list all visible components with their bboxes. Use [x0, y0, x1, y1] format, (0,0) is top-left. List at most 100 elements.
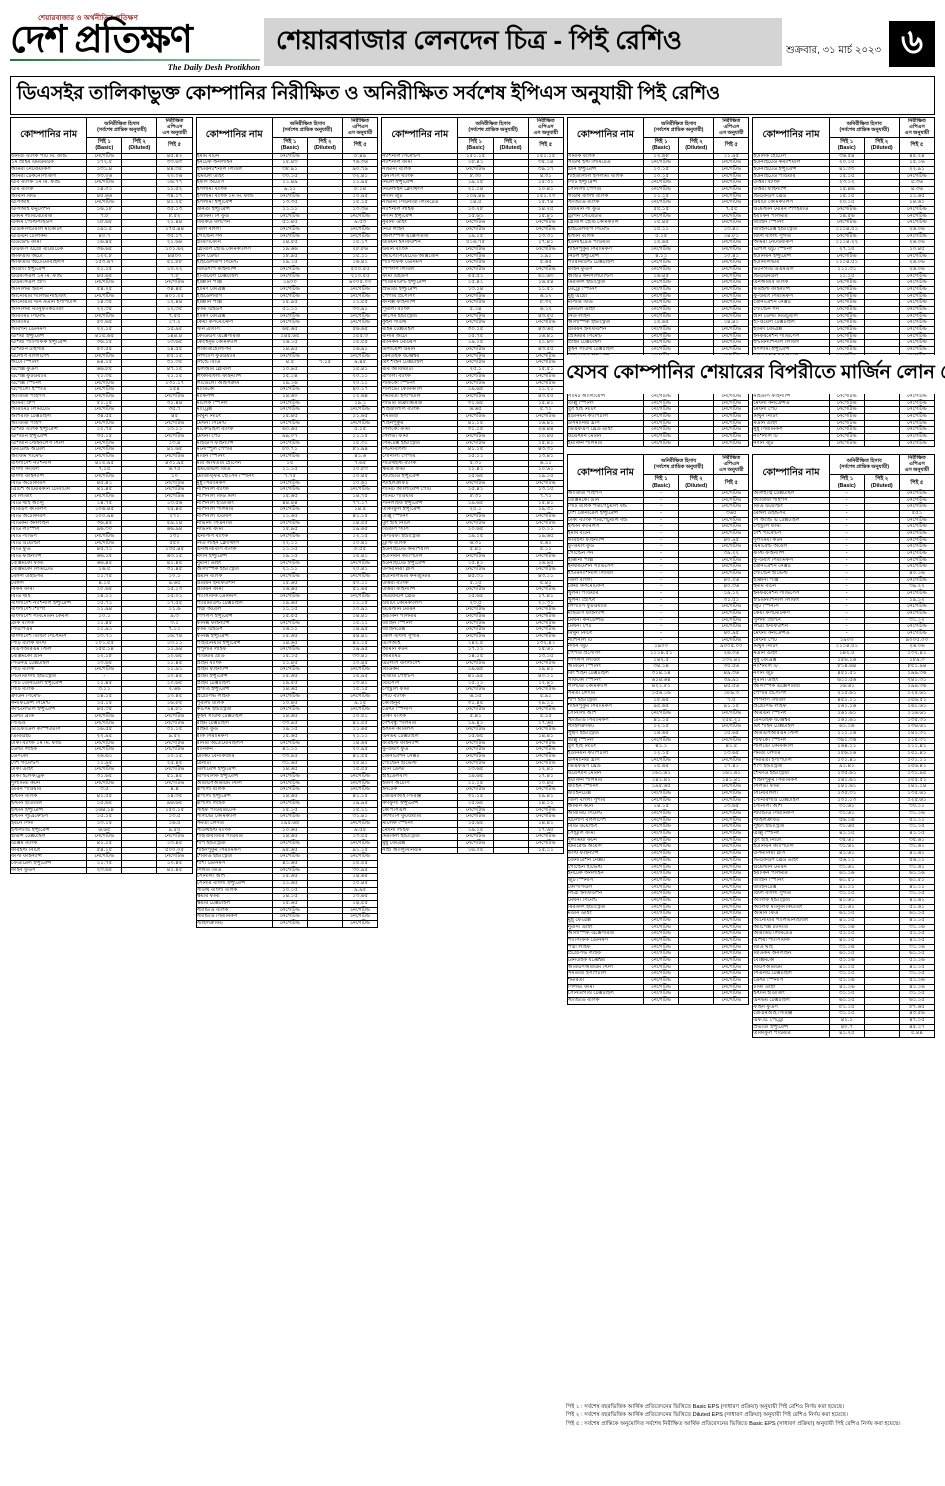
cell-company-name: সমরিতা হসপিটাল [566, 970, 645, 978]
cell-pe2 [306, 326, 344, 334]
cell-company-name: লিগ্যাসি ফুটওয়্যার [381, 813, 459, 821]
cell-pe2 [492, 586, 529, 594]
cell-company-name: এফ.এ. পেট্রো [752, 1016, 830, 1025]
cell-pe2 [863, 319, 900, 328]
cell-company-name: আনলিমা ইয়ার্ন [9, 286, 88, 294]
cell-company-name: ইউনাইটেড ইন্স্যুরেন্স [752, 166, 830, 174]
cell-company-name: এমারেল্ড অয়েল [9, 446, 88, 454]
cell-company-name: দেশ গার্মেন্টস [752, 529, 830, 538]
cell-pe2 [678, 750, 715, 758]
cell-company-name: আলিফ ইন্ডাস্ট্রিজ [752, 896, 830, 905]
col-header-pe5: পিই ৫ [342, 137, 379, 154]
col-header-pe5: পিই ৫ [713, 474, 750, 491]
cell-pe2 [678, 252, 715, 261]
cell-company-name: প্রগ্রেসিভ লাইফ [566, 950, 645, 958]
cell-company-name: ওয়েস্টার্ন মেরিন [752, 863, 830, 872]
cell-company-name: ইউনাইটেড পাওয়ার [566, 239, 645, 248]
cell-pe2 [121, 479, 158, 488]
cell-pe2 [492, 759, 529, 768]
cell-pe2 [492, 266, 529, 274]
cell-company-name: মেঘনা সিমেন্ট [566, 896, 645, 905]
cell-pe2 [678, 399, 715, 408]
cell-pe2 [863, 549, 900, 558]
table-row: ন্যাশনাল টিউবস ১১.৬৫ ৪১.১৫ [195, 512, 379, 521]
cell-pe2 [492, 359, 529, 368]
cell-company-name: স্টাইলক্রাফট [381, 479, 459, 488]
cell-pe2 [121, 806, 158, 815]
cell-pe2 [678, 736, 715, 745]
cell-company-name: বিডিকম অনলাইন [752, 950, 830, 958]
cell-company-name: গ্রীন ইন্স্যুরেন্স [566, 166, 645, 174]
cell-pe2 [492, 232, 529, 241]
cell-pe2 [492, 319, 529, 328]
table-row: ইয়াকিন পলিমার ১৪.৫৬ নেগেটিভ [752, 212, 935, 221]
table-row: এশিয়া প্যাসিফিক ৪১.১৫ ৪১.১৫ [752, 936, 935, 945]
cell-pe2 [306, 219, 344, 228]
cell-pe2 [121, 819, 158, 828]
cell-pe2 [863, 346, 900, 354]
cell-company-name: ফু-ওয়াং সিরামিকস [752, 556, 830, 565]
cell-pe2 [678, 206, 715, 214]
cell-pe2 [306, 679, 344, 688]
cell-pe1: নেগেটিভ [828, 439, 865, 448]
cell-company-name: আইটি কনসালট্যান্টস [566, 272, 645, 281]
cell-company-name: এপোলো ইস্পাত [9, 386, 88, 394]
cell-company-name: শার্প ইন্ডাস্ট্রিজ [752, 763, 830, 772]
cell-pe2 [678, 219, 715, 228]
cell-pe2 [863, 776, 900, 785]
cell-company-name: ইবনে সিনা [9, 819, 88, 828]
table-row: হামিদ ফেব্রিক্স নেগেটিভ নেগেটিভ [195, 312, 379, 321]
cell-company-name: পেপার প্রসেসিং [752, 690, 830, 698]
col-header-audited: নিরীক্ষিত এপিএস এস অনুযায়ী [713, 454, 750, 476]
cell-pe2 [863, 723, 900, 732]
col-header-pe2: পিই ২ (Diluted) [863, 474, 900, 491]
cell-company-name: ইন্টারন্যাশনাল লিজিং [752, 339, 830, 348]
cell-company-name: ঢাকা ডাইং [752, 983, 830, 992]
cell-pe2 [121, 552, 158, 561]
cell-company-name: ইস্টার্ন লুব্রিকেন্টস [9, 813, 88, 821]
cell-company-name: নিউলাইন ক্লোথিংস [381, 186, 459, 194]
cell-pe2 [306, 506, 344, 514]
cell-pe2 [492, 199, 529, 208]
cell-pe2 [306, 312, 344, 321]
cell-company-name: নিউ লাইন ক্লোথিংস [195, 539, 273, 548]
cell-company-name: রিং শাইন টেক্সটাইল [566, 670, 645, 678]
cell-company-name: পিপলস লিজিং [566, 656, 645, 665]
cell-company-name: জিল বাংলা [566, 576, 645, 585]
cell-pe2 [678, 823, 715, 832]
cell-company-name: মেট্রো স্পিনিং [566, 286, 645, 294]
cell-pe2 [492, 306, 529, 314]
cell-company-name: ক্রাউন সিমেন্ট [9, 693, 88, 701]
cell-pe2 [678, 299, 715, 308]
cell-company-name: প্যাসিফিক ডেনিমস [195, 593, 273, 601]
cell-pe2 [492, 639, 529, 648]
cell-company-name: ন্যাশনাল টি [752, 432, 830, 441]
cell-company-name: উসমানিয়া গ্লাস [566, 756, 645, 765]
cell-company-name: ফাইন ফুডস [9, 866, 88, 875]
cell-company-name: ইস্টার্ন ইন্স্যুরেন্স [9, 806, 88, 815]
cell-pe2 [863, 286, 900, 294]
cell-company-name: স্ট্যান্ডার্ড ব্যাংক [195, 906, 273, 915]
cell-company-name: সোনালী আঁশ [752, 803, 830, 812]
cell-pe2 [306, 786, 344, 795]
cell-company-name: ওয়াটা কেমিক্যালস [381, 599, 459, 608]
cell-company-name: আলহাজ্ব টেক্সটাইল [752, 489, 830, 498]
cell-company-name: ফনিক্স ইন্স্যুরেন্স [195, 633, 273, 641]
cell-pe2 [863, 159, 900, 167]
cell-pe2 [306, 492, 344, 501]
cell-company-name: সাউথইস্ট ব্যাংক [195, 826, 273, 835]
table-row: ইসলামী ইন্স্যুরেন্স ১৩.৩৫ ১৫.১৫ [195, 199, 379, 208]
table-row: রবি আজিয়াটা ২৫.১ ১৫.৫১ [381, 366, 564, 374]
cell-pe2 [121, 679, 158, 688]
cell-company-name: গোল্ডেন সন [566, 549, 645, 558]
cell-pe2 [863, 299, 900, 308]
table-row: কাসেম ইন্ডাস্ট্রিজ নেগেটিভ নেগেটিভ [195, 706, 379, 715]
cell-pe2 [306, 579, 344, 588]
cell-company-name: পূবালী ব্যাংক [195, 699, 273, 708]
cell-pe2 [306, 826, 344, 835]
cell-pe2 [492, 839, 529, 848]
table-row: লিব্রা ইনফিউশন - নেগেটিভ [752, 623, 935, 631]
cell-pe1: ১৩.১৫ [86, 819, 123, 828]
table-wrap-col5-top: কোম্পানির নাম অনিরীক্ষিত হিসাব (সর্বশেষ প্… [752, 116, 935, 448]
